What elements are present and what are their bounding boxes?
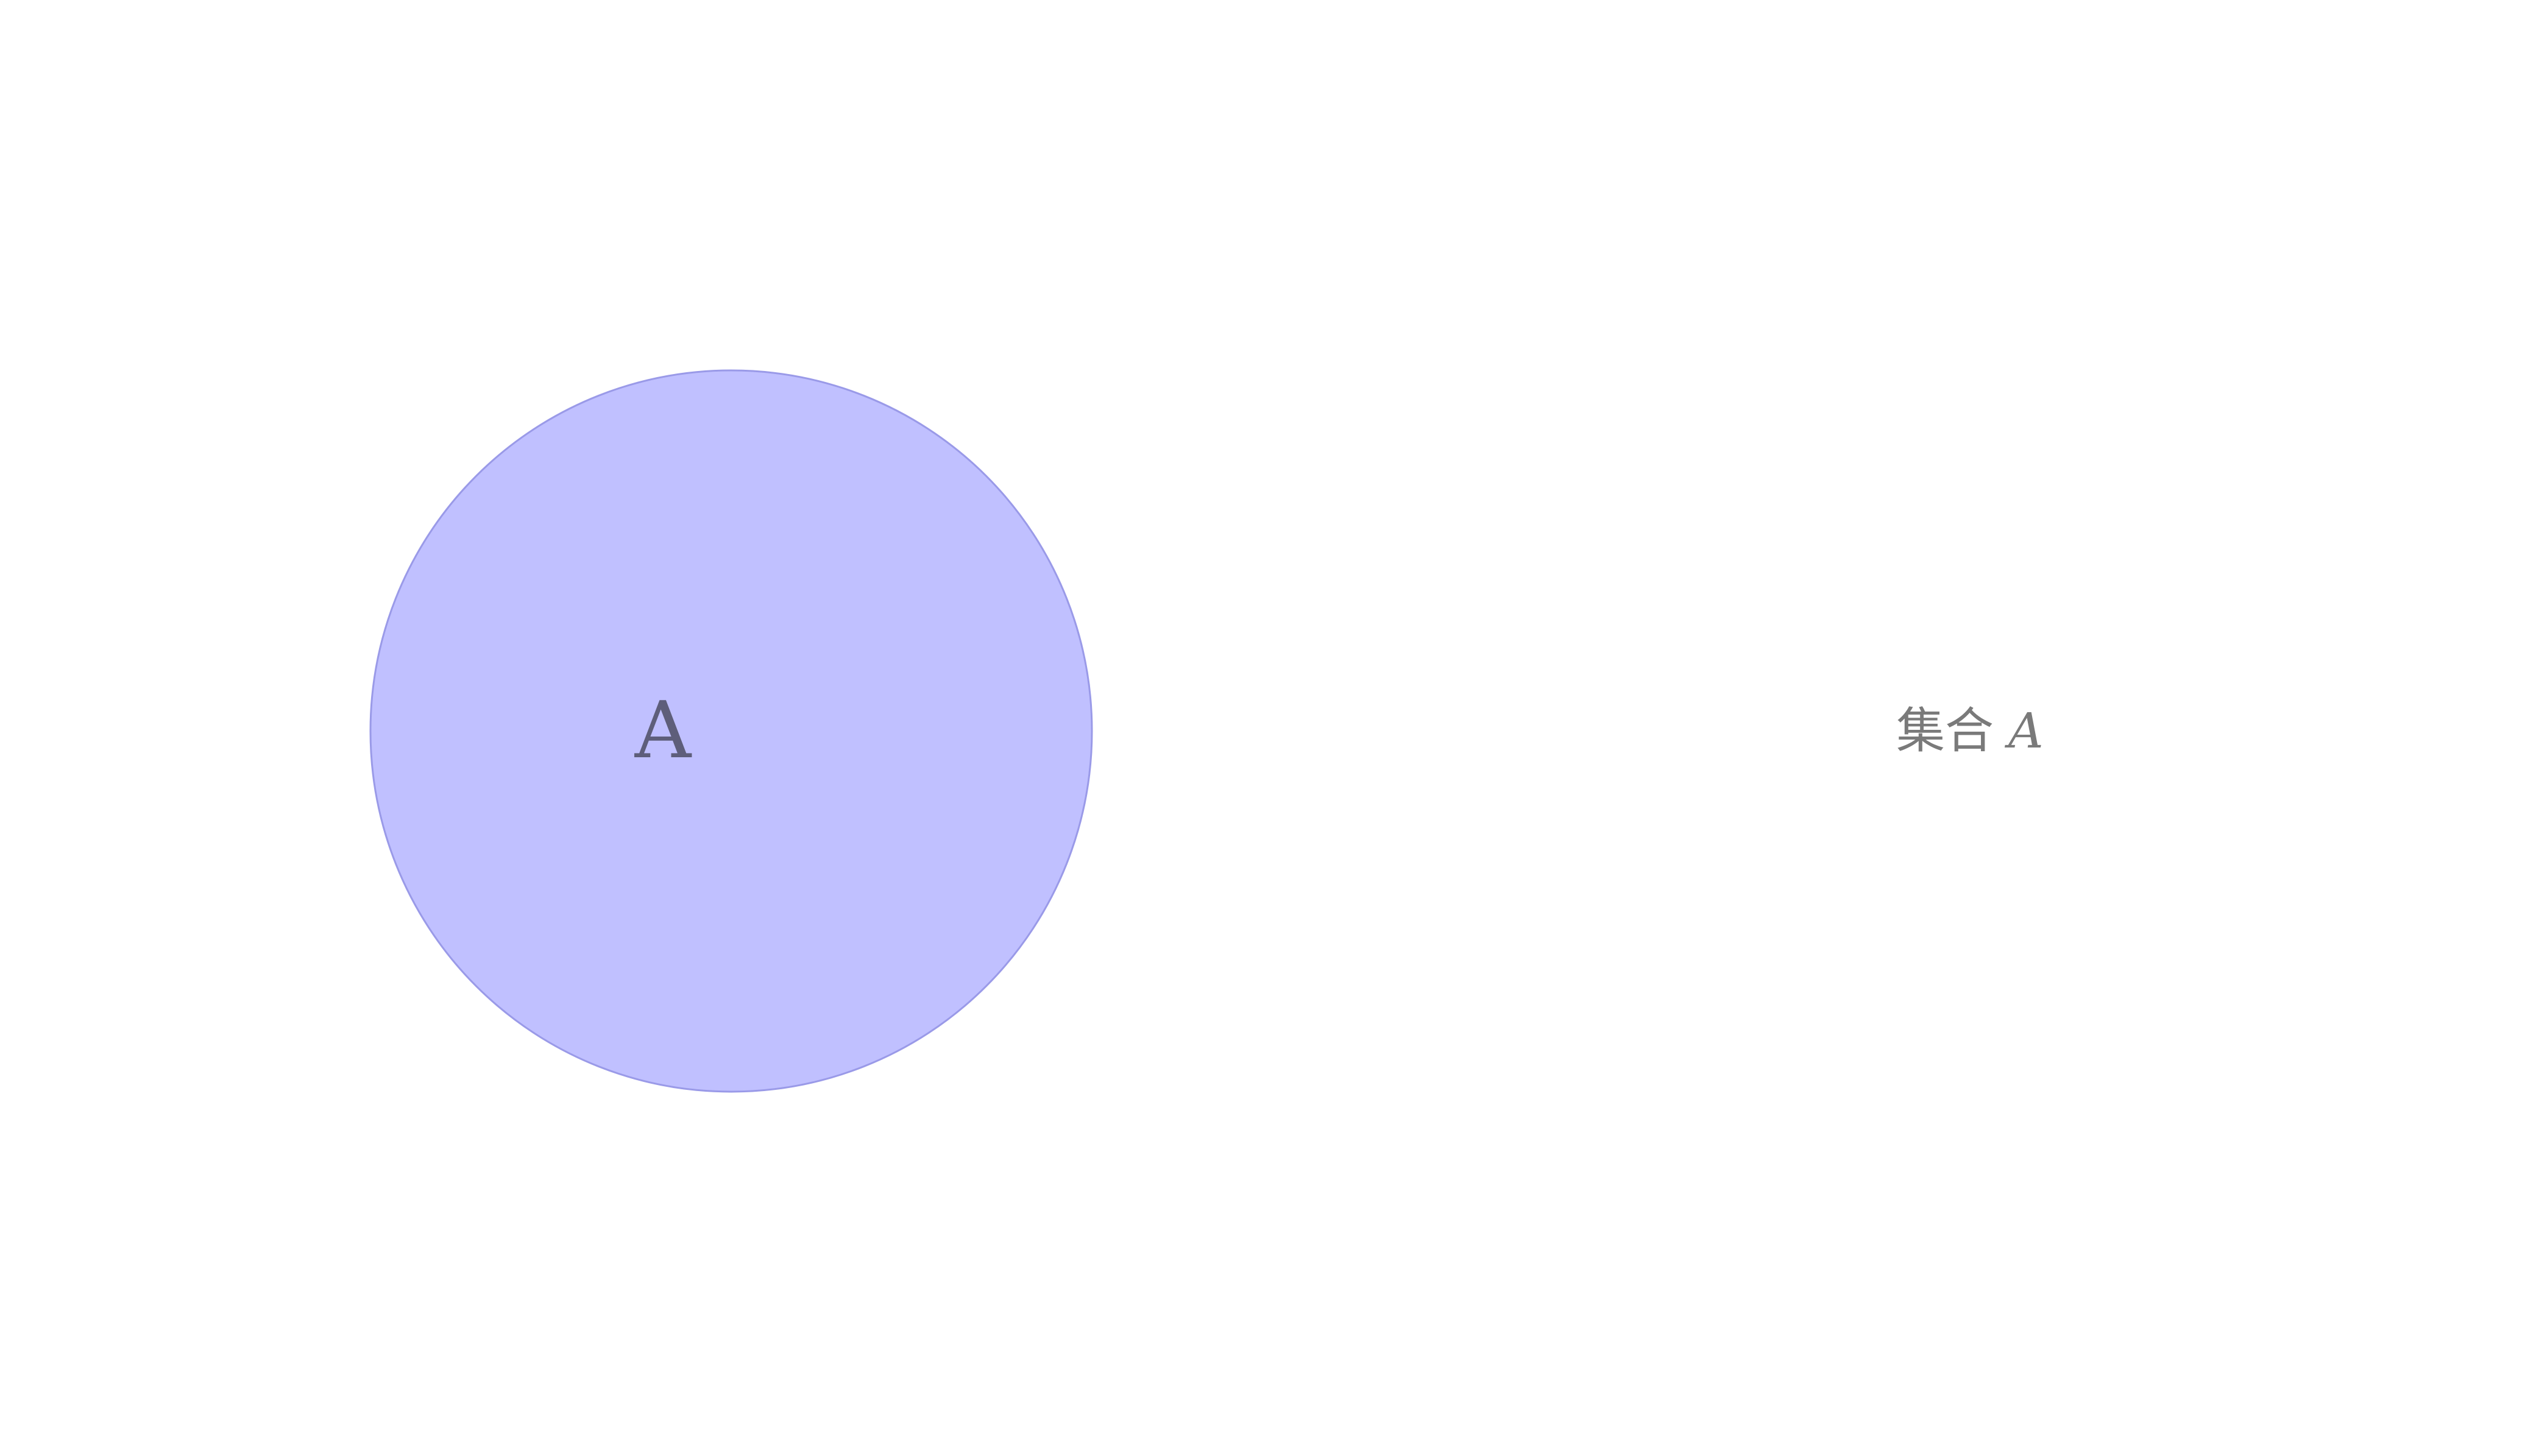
set-caption: 集合 A xyxy=(1896,702,2044,759)
set-a-label: A xyxy=(634,685,692,776)
caption-prefix: 集合 xyxy=(1896,702,1994,759)
caption-symbol: A xyxy=(2004,702,2044,759)
set-a-circle xyxy=(369,369,1093,1093)
